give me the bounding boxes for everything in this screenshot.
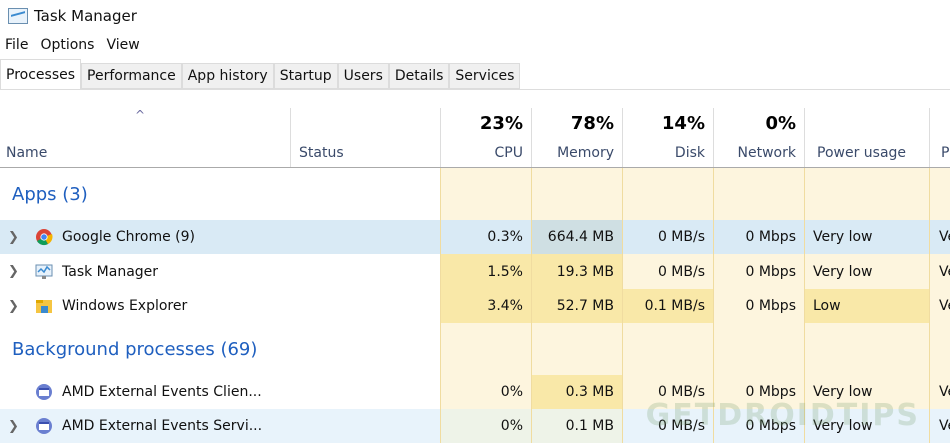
app-icon xyxy=(35,417,53,435)
col-disk[interactable]: 14% Disk xyxy=(622,108,713,167)
disk-cell: 0 MB/s xyxy=(622,254,713,289)
cpu-cell: 0% xyxy=(440,409,531,443)
process-name: Task Manager xyxy=(62,263,159,280)
menu-file[interactable]: File xyxy=(5,37,29,53)
tab-bar: Processes Performance App history Startu… xyxy=(0,58,950,90)
cpu-cell: 3.4% xyxy=(440,289,531,323)
cpu-cell: 0.3% xyxy=(440,220,531,254)
trend-cell: Ve xyxy=(929,289,950,323)
col-power[interactable]: Power usage xyxy=(804,108,929,167)
group-label: Background processes (69) xyxy=(12,338,258,360)
sort-up-icon: ^ xyxy=(135,108,146,122)
col-cpu[interactable]: 23% CPU xyxy=(440,108,531,167)
network-cell: 0 Mbps xyxy=(713,220,804,254)
heat-cell xyxy=(713,323,804,375)
col-name[interactable]: ^ Name xyxy=(6,108,146,161)
power-cell: Very low xyxy=(804,375,929,409)
heat-cell xyxy=(804,168,929,220)
tab-startup[interactable]: Startup xyxy=(273,63,338,89)
folder-icon xyxy=(35,297,53,315)
process-name: Windows Explorer xyxy=(62,298,188,314)
heat-cell xyxy=(531,323,622,375)
trend-cell: Ve xyxy=(929,220,950,254)
trend-cell: Ve xyxy=(929,254,950,289)
memory-cell: 0.3 MB xyxy=(531,375,622,409)
table-row[interactable]: ❯ AMD External Events Servi... 0% 0.1 MB 0 M… xyxy=(0,409,950,443)
expand-chevron-icon[interactable]: ❯ xyxy=(8,264,19,279)
disk-cell: 0.1 MB/s xyxy=(622,289,713,323)
table-row[interactable]: ❯ Google Chrome (9) 0.3% 664.4 MB 0 MB/s 0 Mb… xyxy=(0,220,950,254)
trend-cell: Ve xyxy=(929,409,950,443)
table-row[interactable]: AMD External Events Clien... 0% 0.3 MB 0 MB… xyxy=(0,375,950,409)
network-cell: 0 Mbps xyxy=(713,289,804,323)
column-header: ^ Name Status 23% CPU 78% Memory 14% Disk 0… xyxy=(0,108,950,168)
heat-cell xyxy=(622,168,713,220)
disk-cell: 0 MB/s xyxy=(622,220,713,254)
tab-details[interactable]: Details xyxy=(388,63,450,89)
heat-cell xyxy=(713,168,804,220)
table-row[interactable]: ❯ Task Manager 1.5% 19.3 MB 0 MB/s 0 Mbps Very… xyxy=(0,254,950,289)
heat-cell xyxy=(929,323,950,375)
cpu-cell: 1.5% xyxy=(440,254,531,289)
app-icon xyxy=(35,383,53,401)
heat-cell xyxy=(622,323,713,375)
col-memory[interactable]: 78% Memory xyxy=(531,108,622,167)
group-label: Apps (3) xyxy=(12,183,88,205)
memory-cell: 0.1 MB xyxy=(531,409,622,443)
heat-cell xyxy=(440,168,531,220)
cpu-cell: 0% xyxy=(440,375,531,409)
memory-cell: 664.4 MB xyxy=(531,220,622,254)
task-manager-icon xyxy=(8,8,28,24)
tab-app-history[interactable]: App history xyxy=(181,63,274,89)
col-power-trend[interactable]: P xyxy=(929,108,950,167)
menu-bar: File Options View xyxy=(0,32,950,58)
process-name: Google Chrome (9) xyxy=(62,229,196,245)
tm-icon xyxy=(35,263,53,281)
expand-chevron-icon[interactable]: ❯ xyxy=(8,229,19,245)
tab-processes[interactable]: Processes xyxy=(0,59,82,89)
watermark: GETDROIDTIPS xyxy=(645,398,920,433)
power-cell: Very low xyxy=(804,220,929,254)
memory-cell: 19.3 MB xyxy=(531,254,622,289)
trend-cell: Ve xyxy=(929,375,950,409)
window-title: Task Manager xyxy=(34,7,137,25)
table-row[interactable]: ❯ Windows Explorer 3.4% 52.7 MB 0.1 MB/s 0 Mb… xyxy=(0,289,950,323)
process-name: AMD External Events Clien... xyxy=(62,384,262,400)
expand-chevron-icon[interactable]: ❯ xyxy=(8,298,19,314)
col-network[interactable]: 0% Network xyxy=(713,108,804,167)
heat-cell xyxy=(929,168,950,220)
power-cell: Low xyxy=(804,289,929,323)
group-header-apps[interactable]: Apps (3) xyxy=(0,168,950,220)
tab-services[interactable]: Services xyxy=(449,63,521,89)
process-name: AMD External Events Servi... xyxy=(62,418,263,434)
memory-cell: 52.7 MB xyxy=(531,289,622,323)
col-status[interactable]: Status xyxy=(290,108,440,167)
title-bar: Task Manager xyxy=(0,0,950,32)
heat-cell xyxy=(804,323,929,375)
group-header-background[interactable]: Background processes (69) xyxy=(0,323,950,375)
menu-view[interactable]: View xyxy=(106,37,140,53)
heat-cell xyxy=(531,168,622,220)
network-cell: 0 Mbps xyxy=(713,409,804,443)
tab-performance[interactable]: Performance xyxy=(81,63,182,89)
network-cell: 0 Mbps xyxy=(713,254,804,289)
disk-cell: 0 MB/s xyxy=(622,409,713,443)
disk-cell: 0 MB/s xyxy=(622,375,713,409)
menu-options[interactable]: Options xyxy=(40,37,95,53)
heat-cell xyxy=(440,323,531,375)
power-cell: Very low xyxy=(804,254,929,289)
tab-users[interactable]: Users xyxy=(337,63,389,89)
network-cell: 0 Mbps xyxy=(713,375,804,409)
power-cell: Very low xyxy=(804,409,929,443)
chrome-icon xyxy=(35,228,53,246)
expand-chevron-icon[interactable]: ❯ xyxy=(8,418,19,434)
